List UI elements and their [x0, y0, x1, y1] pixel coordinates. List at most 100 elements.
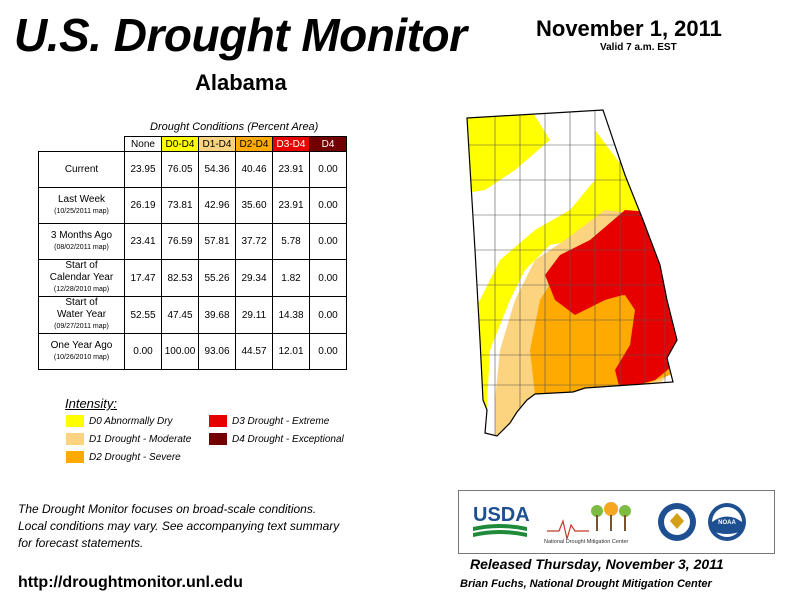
row-label: Start of Calendar Year (12/28/2010 map)	[38, 259, 125, 297]
col-d1-d4: D1-D4	[198, 136, 236, 152]
table-cell: 0.00	[124, 333, 162, 370]
legend-swatch-d2	[66, 451, 84, 463]
table-caption: Drought Conditions (Percent Area)	[150, 121, 319, 133]
table-cell: 35.60	[235, 187, 273, 224]
table-cell: 0.00	[309, 151, 347, 188]
d0-region-west	[467, 130, 640, 436]
table-row: One Year Ago (10/26/2010 map) 0.00 100.00 93…	[38, 333, 347, 370]
disclaimer-text: The Drought Monitor focuses on broad-sca…	[18, 501, 418, 552]
table-cell: 0.00	[309, 223, 347, 260]
table-cell: 0.00	[309, 259, 347, 297]
table-cell: 82.53	[161, 259, 199, 297]
legend-swatch-d1	[66, 433, 84, 445]
table-cell: 39.68	[198, 296, 236, 334]
row-label: Current	[38, 151, 125, 188]
col-d0-d4: D0-D4	[161, 136, 199, 152]
legend-label-d1: D1 Drought - Moderate	[89, 434, 192, 445]
row-label-date: (12/28/2010 map)	[53, 286, 110, 293]
usda-logo-text: USDA	[473, 504, 530, 526]
col-none: None	[124, 136, 162, 152]
row-label-text: One Year Ago	[50, 339, 113, 351]
map-title: U.S. Drought Monitor	[14, 9, 467, 61]
table-cell: 100.00	[161, 333, 199, 370]
col-d2-d4: D2-D4	[235, 136, 273, 152]
table-cell: 76.59	[161, 223, 199, 260]
website-link[interactable]: http://droughtmonitor.unl.edu	[18, 574, 243, 591]
table-cell: 23.95	[124, 151, 162, 188]
table-row: Last Week (10/25/2011 map) 26.19 73.81 42.96…	[38, 187, 347, 224]
d3-region	[545, 210, 677, 390]
table-cell: 52.55	[124, 296, 162, 334]
state-outline	[466, 109, 678, 437]
table-cell: 47.45	[161, 296, 199, 334]
noaa-logo: NOAA	[708, 503, 746, 541]
table-cell: 14.38	[272, 296, 310, 334]
legend-label-d0: D0 Abnormally Dry	[89, 416, 173, 427]
d0-region-north	[467, 110, 550, 195]
table-cell: 57.81	[198, 223, 236, 260]
disclaimer-line: The Drought Monitor focuses on broad-sca…	[18, 502, 317, 516]
legend-label-d3: D3 Drought - Extreme	[232, 416, 330, 427]
row-label-date: (09/27/2011 map)	[54, 323, 109, 330]
table-cell: 42.96	[198, 187, 236, 224]
row-label-text: Last Week	[57, 193, 106, 205]
table-row: 3 Months Ago (08/02/2011 map) 23.41 76.59 57…	[38, 223, 347, 260]
state-name: Alabama	[195, 70, 287, 95]
row-label-date: (08/02/2011 map)	[54, 243, 109, 251]
col-d3-d4: D3-D4	[272, 136, 310, 152]
row-label: One Year Ago (10/26/2010 map)	[38, 333, 125, 370]
row-label-date: (10/25/2011 map)	[54, 207, 109, 215]
row-label-date: (10/26/2010 map)	[53, 353, 110, 361]
table-cell: 1.82	[272, 259, 310, 297]
table-row: Start of Calendar Year (12/28/2010 map) 17.…	[38, 259, 347, 297]
table-cell: 55.26	[198, 259, 236, 297]
valid-time: Valid 7 a.m. EST	[600, 42, 677, 53]
row-label-text: Start of	[65, 297, 98, 308]
table-cell: 44.57	[235, 333, 273, 370]
table-cell: 5.78	[272, 223, 310, 260]
table-cell: 23.91	[272, 151, 310, 188]
table-corner	[39, 137, 125, 152]
ndmc-logo: National Drought Mitigation Center	[544, 502, 631, 545]
col-d4: D4	[309, 136, 347, 152]
table-cell: 23.91	[272, 187, 310, 224]
table-cell: 0.00	[309, 187, 347, 224]
legend-label-d4: D4 Drought - Exceptional	[232, 434, 344, 445]
table-cell: 0.00	[309, 296, 347, 334]
table-cell: 29.34	[235, 259, 273, 297]
legend-swatch-d3	[209, 415, 227, 427]
commerce-seal-icon	[658, 503, 696, 541]
table-header-row: None D0-D4 D1-D4 D2-D4 D3-D4 D4	[39, 136, 347, 152]
table-cell: 37.72	[235, 223, 273, 260]
legend-swatch-d0	[66, 415, 84, 427]
alabama-drought-map	[466, 109, 678, 437]
d2-pocket	[605, 295, 633, 362]
disclaimer-line: Local conditions may vary. See accompany…	[18, 519, 340, 533]
legend-swatch-d4	[209, 433, 227, 445]
row-label: Start of Water Year (09/27/2011 map)	[38, 296, 125, 334]
table-row: Current 23.95 76.05 54.36 40.46 23.91 0.00	[38, 151, 347, 188]
row-label: 3 Months Ago (08/02/2011 map)	[38, 223, 125, 260]
table-cell: 29.11	[235, 296, 273, 334]
table-cell: 93.06	[198, 333, 236, 370]
legend-label-d2: D2 Drought - Severe	[89, 452, 181, 463]
table-cell: 17.47	[124, 259, 162, 297]
row-label-text: Current	[64, 163, 99, 175]
table-cell: 73.81	[161, 187, 199, 224]
table-cell: 12.01	[272, 333, 310, 370]
row-label-text: Calendar Year	[49, 272, 114, 283]
row-label-text: 3 Months Ago	[50, 229, 113, 241]
county-lines	[467, 110, 677, 436]
partner-logos: USDA National Drought Mitigation Center …	[458, 490, 775, 554]
usda-logo: USDA	[473, 504, 530, 537]
table-row: Start of Water Year (09/27/2011 map) 52.55 4…	[38, 296, 347, 334]
table-cell: 40.46	[235, 151, 273, 188]
noaa-logo-text: NOAA	[718, 520, 736, 526]
disclaimer-line: for forecast statements.	[18, 536, 144, 550]
author-credit: Brian Fuchs, National Drought Mitigation…	[460, 578, 712, 590]
table-cell: 0.00	[309, 333, 347, 370]
row-label-text: Water Year	[56, 309, 107, 320]
legend-title: Intensity:	[65, 396, 118, 411]
table-cell: 23.41	[124, 223, 162, 260]
table-cell: 26.19	[124, 187, 162, 224]
